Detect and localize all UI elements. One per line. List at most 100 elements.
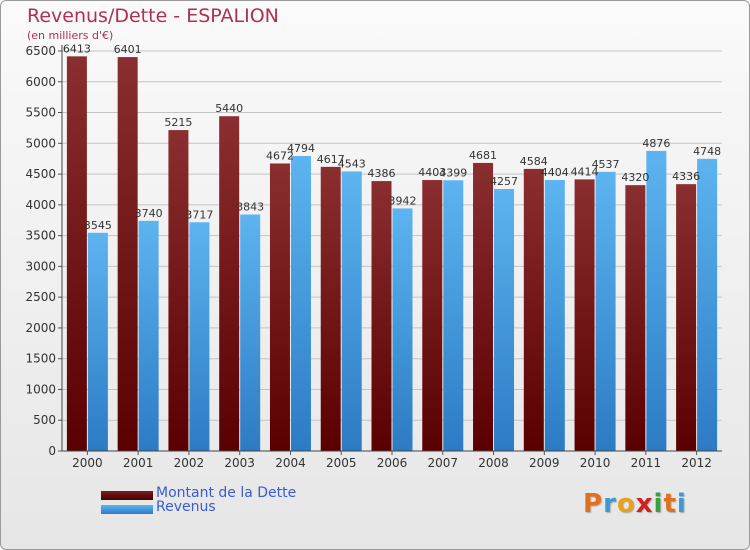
- x-tick-label: 2008: [478, 456, 509, 470]
- y-tick-label: 1500: [25, 352, 56, 366]
- y-axis-ticks: 0 500 1000 1500 2000 2500 3000 3500 4000 4500 5000…: [25, 44, 62, 458]
- data-label-debt-2004: 4672: [266, 149, 294, 162]
- x-tick-label: 2004: [275, 456, 306, 470]
- data-label-debt-2008: 4681: [469, 149, 497, 162]
- data-label-revenue-2011: 4876: [642, 137, 670, 150]
- logo-letter: o: [616, 489, 636, 519]
- y-tick-label: 4500: [25, 167, 56, 181]
- legend-label-revenue: Revenus: [156, 499, 216, 515]
- y-tick-label: 2500: [25, 290, 56, 304]
- bar-debt-2003: [219, 116, 240, 451]
- data-label-debt-2005: 4617: [317, 153, 345, 166]
- axes: [61, 45, 722, 452]
- x-axis-ticks: 2000 2001 2002 2003 2004 2005 2006 2007 2008 2009…: [72, 451, 712, 470]
- logo-letter: P: [583, 489, 604, 519]
- bar-debt-2000: [66, 56, 87, 451]
- data-label-debt-2002: 5215: [164, 116, 192, 129]
- x-tick-label: 2001: [123, 456, 154, 470]
- x-tick-label: 2007: [427, 456, 458, 470]
- bar-debt-2006: [371, 181, 392, 452]
- logo-letter: t: [663, 489, 677, 519]
- bar-revenue-2004: [290, 155, 311, 451]
- x-tick-label: 2005: [326, 456, 357, 470]
- bar-debt-2004: [269, 163, 290, 451]
- x-tick-label: 2002: [174, 456, 205, 470]
- bar-revenue-2003: [240, 214, 261, 451]
- x-tick-label: 2003: [224, 456, 255, 470]
- data-label-revenue-2009: 4404: [541, 166, 569, 179]
- legend-swatch-revenue: [101, 505, 153, 514]
- bar-debt-2002: [168, 130, 189, 452]
- logo-letter: r: [603, 489, 617, 519]
- bar-debt-2008: [473, 162, 494, 451]
- y-tick-label: 2000: [25, 321, 56, 335]
- x-tick-label: 2006: [377, 456, 408, 470]
- y-tick-label: 1000: [25, 382, 56, 396]
- data-label-revenue-2003: 3843: [236, 201, 264, 214]
- data-label-revenue-2006: 3942: [389, 194, 417, 207]
- data-label-revenue-2005: 4543: [338, 157, 366, 170]
- logo-letter: x: [635, 489, 654, 519]
- bar-revenue-2010: [595, 171, 616, 452]
- logo-letter: i: [653, 489, 664, 519]
- y-tick-label: 6000: [25, 75, 56, 89]
- data-label-revenue-2007: 4399: [439, 166, 467, 179]
- legend-label-debt: Montant de la Dette: [156, 485, 297, 501]
- bar-revenue-2011: [646, 150, 667, 451]
- data-label-revenue-2010: 4537: [592, 158, 620, 171]
- x-tick-label: 2010: [580, 456, 611, 470]
- chart-subtitle: (en milliers d'€): [27, 29, 114, 42]
- bar-revenue-2008: [494, 189, 515, 451]
- y-tick-label: 500: [33, 413, 56, 427]
- data-label-debt-2010: 4414: [571, 165, 599, 178]
- y-tick-label: 0: [48, 444, 56, 458]
- x-tick-label: 2009: [529, 456, 560, 470]
- data-label-debt-2011: 4320: [621, 171, 649, 184]
- bar-revenue-2009: [544, 179, 565, 451]
- data-label-debt-2001: 6401: [114, 43, 142, 56]
- y-tick-label: 4000: [25, 198, 56, 212]
- bar-debt-2011: [625, 185, 646, 451]
- bar-debt-2005: [320, 166, 341, 451]
- data-label-debt-2006: 4386: [368, 167, 396, 180]
- data-label-debt-2007: 4403: [418, 166, 446, 179]
- data-labels: 6413 3545 6401 3740 5215 3717 5440 3843 46724794…: [63, 42, 721, 231]
- proxiti-logo: Proxiti: [583, 489, 687, 519]
- x-tick-label: 2011: [631, 456, 662, 470]
- bar-debt-2007: [422, 180, 443, 452]
- bar-revenue-2001: [138, 220, 159, 451]
- bar-debt-2010: [574, 179, 595, 451]
- bar-debt-2012: [676, 184, 697, 451]
- bar-debt-2009: [523, 168, 544, 451]
- data-label-revenue-2004: 4794: [287, 142, 315, 155]
- x-tick-label: 2012: [681, 456, 712, 470]
- grid-lines: [62, 50, 722, 452]
- y-tick-label: 3000: [25, 259, 56, 273]
- chart-title: Revenus/Dette - ESPALION: [27, 5, 279, 27]
- legend-swatch-debt: [101, 491, 153, 500]
- bar-revenue-2006: [392, 208, 413, 451]
- data-label-debt-2012: 4336: [672, 170, 700, 183]
- logo-letter: i: [676, 489, 687, 519]
- y-tick-label: 5500: [25, 106, 56, 120]
- data-label-revenue-2008: 4257: [490, 175, 518, 188]
- data-label-debt-2009: 4584: [520, 155, 548, 168]
- data-label-revenue-2012: 4748: [693, 145, 721, 158]
- data-label-debt-2003: 5440: [215, 102, 243, 115]
- y-tick-label: 3500: [25, 229, 56, 243]
- bar-debt-2001: [117, 57, 138, 451]
- bar-revenue-2007: [443, 180, 464, 452]
- data-label-debt-2000: 6413: [63, 42, 91, 55]
- data-label-revenue-2000: 3545: [84, 219, 112, 232]
- data-label-revenue-2001: 3740: [135, 207, 163, 220]
- y-tick-label: 6500: [25, 44, 56, 58]
- bars: [66, 56, 718, 452]
- bar-revenue-2002: [189, 222, 210, 451]
- y-tick-label: 5000: [25, 136, 56, 150]
- data-label-revenue-2002: 3717: [185, 208, 213, 221]
- bar-revenue-2012: [697, 158, 718, 452]
- bar-revenue-2005: [341, 171, 362, 451]
- bar-revenue-2000: [87, 232, 108, 451]
